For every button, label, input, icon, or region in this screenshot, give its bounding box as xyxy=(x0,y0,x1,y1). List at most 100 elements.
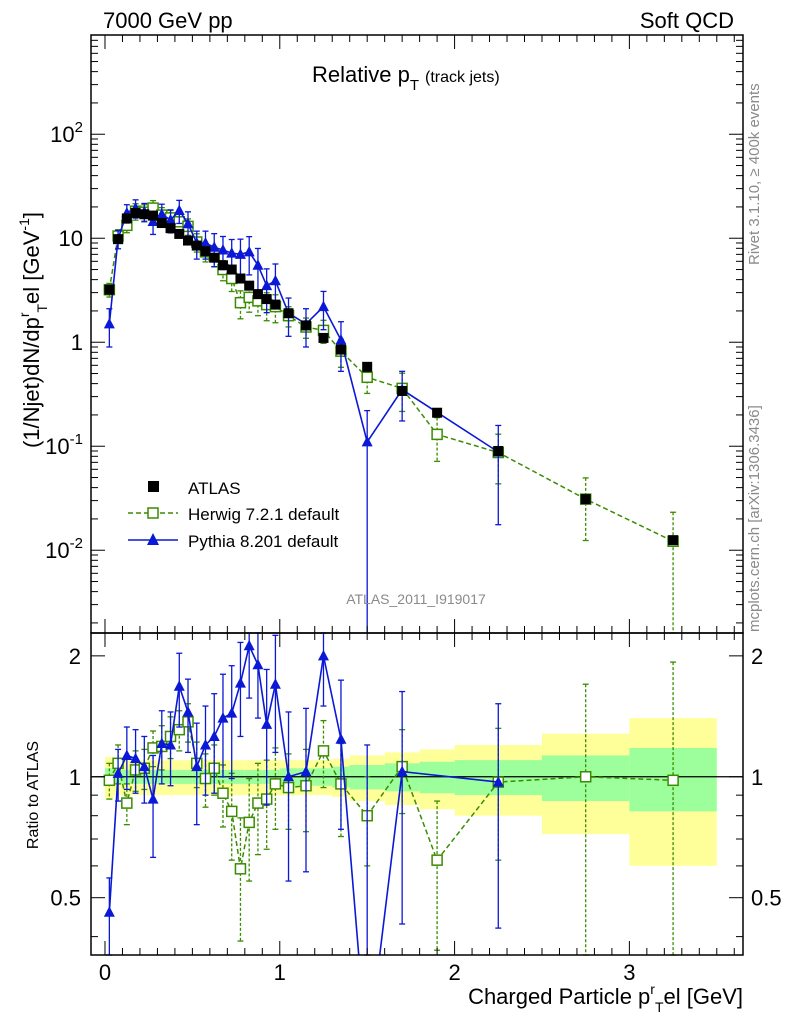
atlas-point xyxy=(580,494,591,505)
pythia-ratio-line xyxy=(108,643,499,955)
pythia-point xyxy=(182,217,194,229)
ratio-y-tick-label: 1 xyxy=(69,765,81,790)
atlas-point xyxy=(183,235,194,246)
pythia-point xyxy=(199,236,211,248)
pythia-ratio-point xyxy=(492,776,504,787)
y-tick-label: 10-2 xyxy=(45,535,83,563)
ratio-y-tick-label-right: 0.5 xyxy=(751,886,782,911)
pythia-ratio-point xyxy=(103,906,115,917)
herwig-ratio-point xyxy=(103,774,116,787)
pythia-ratio-point xyxy=(261,718,273,729)
x-tick-label: 1 xyxy=(274,960,286,985)
pythia-point xyxy=(226,247,238,258)
pythia-point xyxy=(243,245,255,257)
atlas-point xyxy=(244,280,255,291)
axis-ticks xyxy=(91,34,743,955)
plot-frames xyxy=(90,34,744,956)
pythia-point xyxy=(317,300,329,312)
atlas-point xyxy=(318,332,329,343)
herwig-ratio-point xyxy=(269,778,282,790)
pythia-ratio-point xyxy=(191,760,203,772)
atlas-point xyxy=(362,361,373,372)
atlas-point xyxy=(191,240,202,251)
atlas-point xyxy=(432,407,443,418)
atlas-point xyxy=(261,294,272,305)
pythia-point xyxy=(234,248,246,259)
herwig-ratio-point xyxy=(243,816,255,829)
pythia-point xyxy=(261,279,273,291)
herwig-ratio-point xyxy=(234,863,247,875)
herwig-ratio-point xyxy=(579,771,592,783)
pythia-ratio-point xyxy=(112,767,124,778)
atlas-point xyxy=(121,213,132,224)
pythia-ratio-point xyxy=(317,649,329,661)
pythia-series xyxy=(103,199,504,633)
legend-entry-label: Herwig 7.2.1 default xyxy=(188,505,339,524)
pythia-point xyxy=(269,274,281,286)
mcplots-label: mcplots.cern.ch [arXiv:1306.3436] xyxy=(746,405,763,632)
pythia-ratio-point xyxy=(199,738,211,750)
y-tick-label: 1 xyxy=(71,330,83,355)
rivet-version-label: Rivet 3.1.10, ≥ 400k events xyxy=(746,83,763,265)
pythia-ratio-point xyxy=(335,733,347,744)
legend-pythia-marker xyxy=(147,533,159,545)
atlas-point xyxy=(139,209,150,220)
axis-labels: 0 1 2 3 102 10 1 10-1 10-2 2 2 1 1 0.5 0.5 Relative pT(… xyxy=(16,62,782,1015)
pythia-point xyxy=(361,435,373,447)
atlas-point xyxy=(668,535,679,546)
herwig-ratio-point xyxy=(667,774,679,787)
herwig-ratio-point xyxy=(317,745,330,757)
atlas-point xyxy=(156,218,167,229)
atlas-point xyxy=(104,284,115,295)
pythia-ratio-point xyxy=(269,678,281,689)
energy-label: 7000 GeV pp xyxy=(103,8,233,33)
atlas-point xyxy=(217,260,228,271)
atlas-point xyxy=(130,207,141,218)
herwig-ratio-point xyxy=(225,805,238,818)
atlas-point xyxy=(235,273,246,284)
ratio-y-tick-label-right: 1 xyxy=(751,765,763,790)
y-axis-label: (1/Njet)dN/dprTel [GeV-1] xyxy=(16,212,50,448)
pythia-ratio-point xyxy=(208,730,220,741)
pythia-point xyxy=(335,334,347,345)
legend-atlas-marker xyxy=(148,481,159,492)
atlas-point xyxy=(301,320,312,331)
pythia-point xyxy=(165,213,177,225)
pythia-ratio-point xyxy=(300,765,312,777)
atlas-point xyxy=(335,344,346,355)
pythia-ratio-point xyxy=(217,712,229,723)
pythia-point xyxy=(208,241,220,252)
x-tick-label: 3 xyxy=(623,960,635,985)
y-tick-label: 10 xyxy=(59,226,83,251)
pythia-point xyxy=(147,215,159,226)
pythia-ratio-point xyxy=(226,707,238,718)
atlas-point xyxy=(270,299,281,310)
ratio-axis-label: Ratio to ATLAS xyxy=(25,741,42,849)
pythia-ratio-point xyxy=(121,749,133,760)
x-axis-label: Charged Particle prTel [GeV] xyxy=(468,981,743,1015)
pythia-ratio-point xyxy=(156,737,168,749)
ratio-plot-frame xyxy=(90,632,744,956)
pythia-ratio-point xyxy=(234,677,246,688)
atlas-point xyxy=(209,252,220,263)
pythia-ratio-point xyxy=(243,639,255,651)
herwig-ratio-point xyxy=(431,854,443,866)
legend: ATLAS Herwig 7.2.1 default Pythia 8.201 de… xyxy=(128,479,339,551)
atlas-point xyxy=(165,223,176,234)
ratio-y-tick-label: 0.5 xyxy=(50,886,81,911)
pythia-ratio-point xyxy=(182,705,194,717)
pythia-ratio-point xyxy=(165,738,177,750)
chart-title: Relative pT (track jets) xyxy=(312,62,500,94)
herwig-ratio-point xyxy=(121,797,133,809)
herwig-line xyxy=(108,207,674,542)
y-tick-label: 10-1 xyxy=(45,431,83,459)
pythia-point xyxy=(217,244,229,255)
legend-herwig-marker xyxy=(147,507,159,519)
atlas-point xyxy=(226,264,237,275)
legend-entry-label: Pythia 8.201 default xyxy=(188,532,339,551)
herwig-point xyxy=(361,371,373,384)
pythia-ratio-series xyxy=(103,632,504,956)
atlas-point xyxy=(174,228,185,239)
